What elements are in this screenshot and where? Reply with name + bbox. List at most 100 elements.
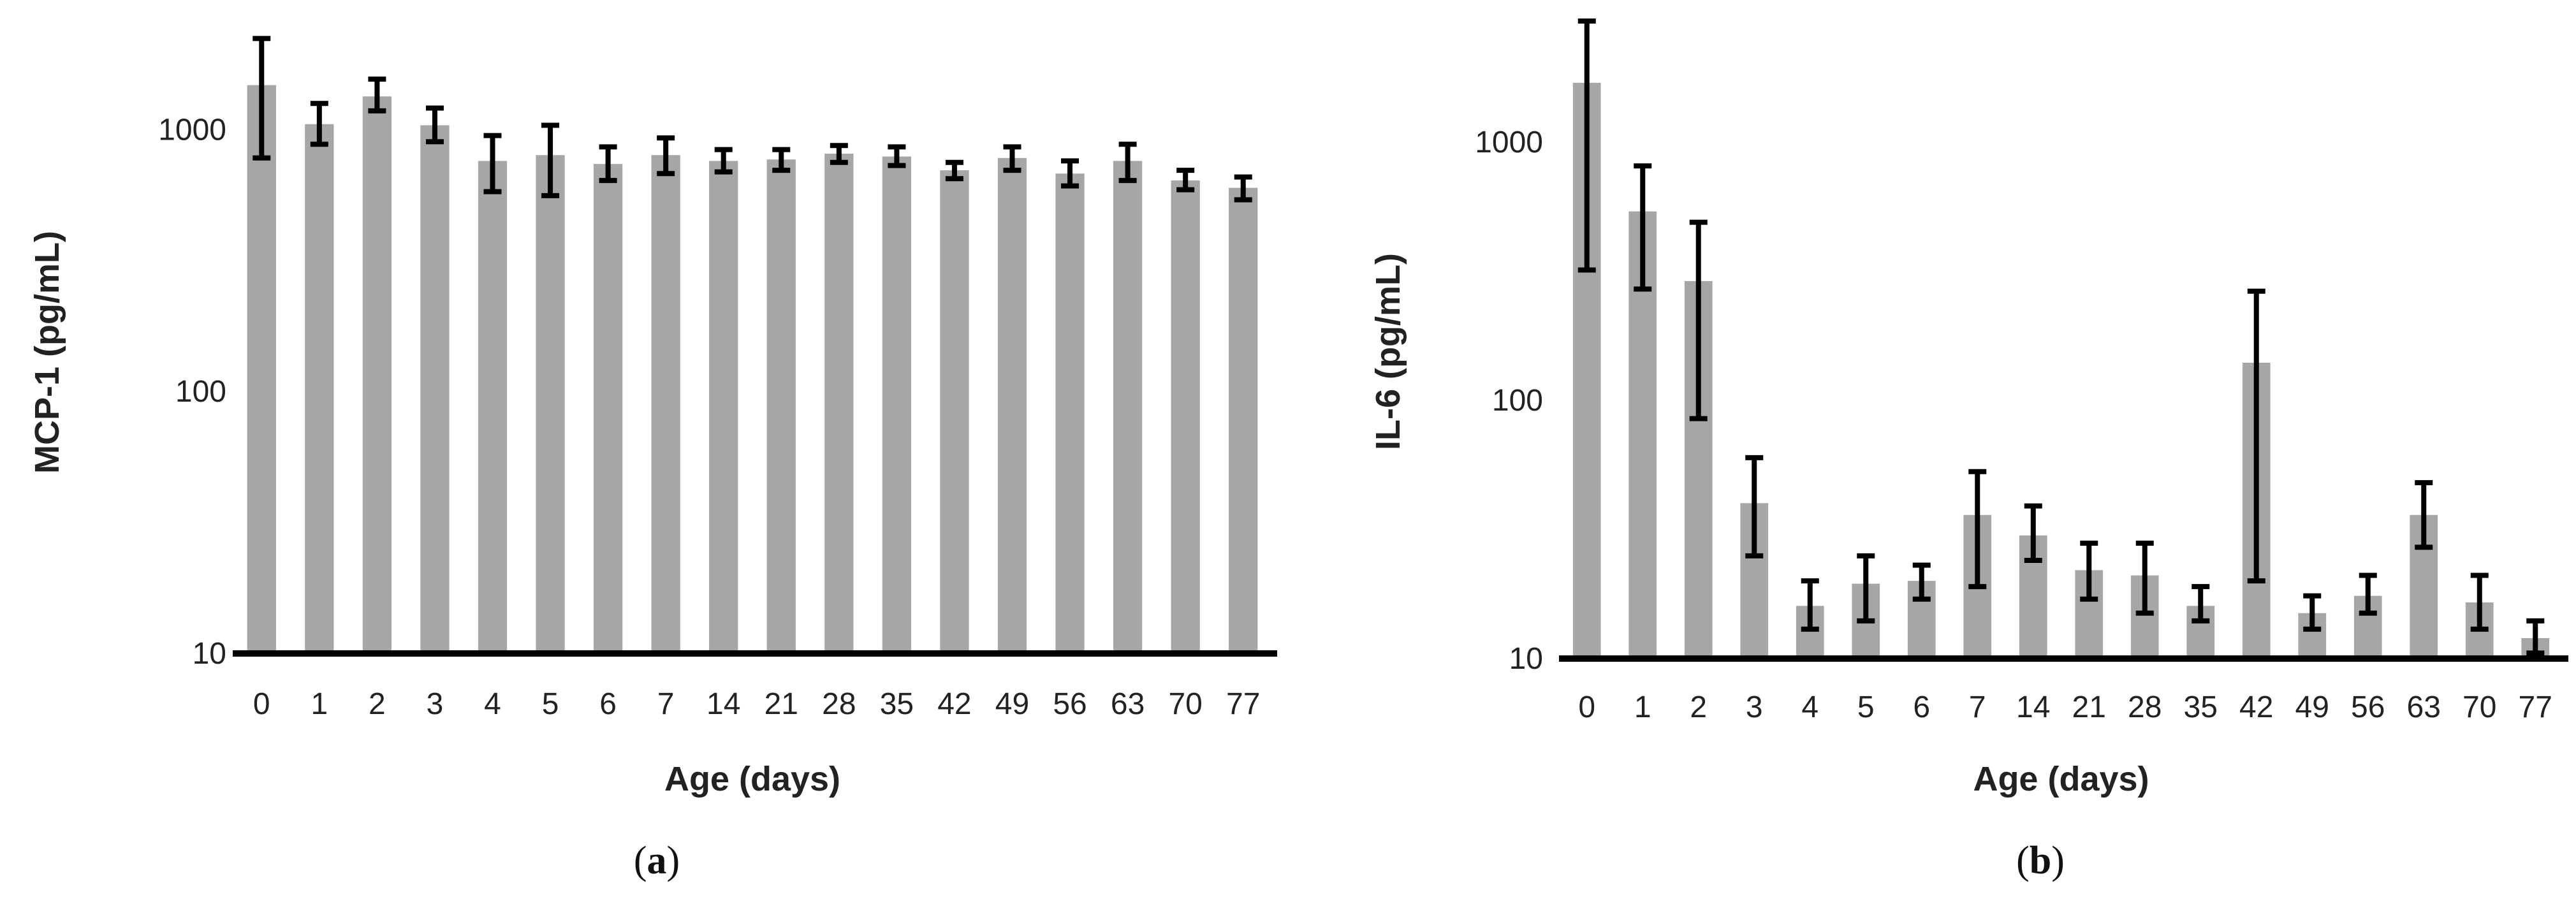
x-tick-label: 49 xyxy=(995,687,1029,721)
error-bar xyxy=(1857,553,1875,624)
bar xyxy=(593,164,623,653)
y-tick-label: 10 xyxy=(1509,642,1543,676)
x-tick-label: 42 xyxy=(937,687,971,721)
bar xyxy=(997,157,1027,653)
error-bar xyxy=(599,144,617,184)
error-bar xyxy=(541,122,560,198)
x-tick-label: 1 xyxy=(311,687,328,721)
x-tick-label: 6 xyxy=(599,687,617,721)
x-tick-label: 7 xyxy=(1969,690,1986,724)
x-tick-label: 70 xyxy=(1168,687,1202,721)
bar xyxy=(420,125,450,654)
bar xyxy=(362,96,392,653)
x-tick-label: 49 xyxy=(2295,690,2329,724)
x-tick-label: 6 xyxy=(1913,690,1930,724)
x-tick-label: 2 xyxy=(1690,690,1707,724)
x-tick-label: 0 xyxy=(1578,690,1595,724)
bar xyxy=(709,161,738,654)
error-bar xyxy=(772,147,791,173)
error-bar xyxy=(1061,158,1079,189)
x-tick-label: 77 xyxy=(1226,687,1260,721)
x-tick-label: 3 xyxy=(1746,690,1763,724)
x-tick-label: 35 xyxy=(880,687,914,721)
bar xyxy=(882,156,912,653)
error-bar xyxy=(714,147,733,175)
x-tick-label: 28 xyxy=(2128,690,2162,724)
x-tick-label: 21 xyxy=(2072,690,2106,724)
error-bar xyxy=(310,101,328,147)
error-bar xyxy=(1801,578,1819,632)
error-bar xyxy=(2415,480,2433,550)
error-bar xyxy=(1968,469,1987,590)
error-bar xyxy=(1118,142,1137,184)
error-bar xyxy=(425,105,444,145)
panel-label: (b) xyxy=(2016,839,2065,882)
bar xyxy=(478,161,508,654)
y-tick-label: 100 xyxy=(175,375,226,409)
x-tick-label: 28 xyxy=(822,687,856,721)
error-bar xyxy=(830,143,848,165)
panel-letter: a xyxy=(647,839,667,882)
y-tick-label: 10 xyxy=(193,637,226,671)
error-bar xyxy=(483,133,502,194)
error-bar xyxy=(1689,219,1708,421)
error-bar xyxy=(2470,572,2489,632)
error-bar xyxy=(1912,562,1931,602)
bar xyxy=(1055,173,1085,653)
bar xyxy=(536,155,565,653)
error-bar xyxy=(1634,163,1652,292)
y-axis-title: IL-6 (pg/mL) xyxy=(1369,253,1407,450)
bar xyxy=(247,85,276,653)
x-tick-label: 5 xyxy=(542,687,559,721)
error-bar xyxy=(2080,540,2098,602)
x-tick-label: 70 xyxy=(2463,690,2496,724)
x-tick-label: 21 xyxy=(765,687,798,721)
y-axis-title: MCP-1 (pg/mL) xyxy=(28,231,66,474)
x-tick-label: 1 xyxy=(1634,690,1651,724)
x-tick-label: 4 xyxy=(484,687,501,721)
error-bar xyxy=(1176,168,1195,193)
x-tick-label: 63 xyxy=(2407,690,2441,724)
x-tick-label: 7 xyxy=(657,687,675,721)
error-bar xyxy=(2024,503,2042,564)
y-tick-label: 100 xyxy=(1492,384,1543,418)
error-bar xyxy=(1577,18,1596,273)
x-tick-label: 3 xyxy=(427,687,444,721)
x-tick-label: 5 xyxy=(1857,690,1875,724)
bar xyxy=(651,155,680,653)
error-bar xyxy=(2247,288,2265,584)
bar xyxy=(1229,187,1258,653)
error-bar xyxy=(2135,540,2154,616)
x-tick-label: 14 xyxy=(706,687,740,721)
error-bar xyxy=(2359,572,2377,616)
x-tick-label: 77 xyxy=(2519,690,2552,724)
y-tick-label: 1000 xyxy=(1475,126,1543,159)
panel-letter: b xyxy=(2030,839,2051,882)
bar xyxy=(305,124,334,654)
error-bar xyxy=(2303,593,2322,632)
error-bar xyxy=(1003,144,1021,173)
x-tick-label: 42 xyxy=(2239,690,2273,724)
error-bar xyxy=(1745,455,1764,558)
error-bar xyxy=(945,159,963,182)
x-tick-label: 56 xyxy=(2351,690,2385,724)
bar xyxy=(1171,180,1200,654)
error-bar xyxy=(1234,174,1252,203)
error-bar xyxy=(888,144,906,168)
bar xyxy=(766,159,796,653)
x-tick-label: 63 xyxy=(1111,687,1145,721)
x-tick-label: 4 xyxy=(1801,690,1819,724)
panel-label: (a) xyxy=(634,839,680,882)
x-tick-label: 56 xyxy=(1053,687,1087,721)
x-tick-label: 14 xyxy=(2016,690,2050,724)
error-bar xyxy=(2192,584,2210,624)
bar xyxy=(1113,161,1143,654)
x-axis-title: Age (days) xyxy=(1973,760,2149,798)
error-bar xyxy=(252,36,271,161)
bar xyxy=(940,170,969,654)
x-axis-title: Age (days) xyxy=(664,760,840,798)
error-bar xyxy=(2526,618,2545,656)
